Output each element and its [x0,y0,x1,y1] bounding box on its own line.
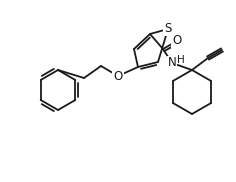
Text: N: N [168,56,176,70]
Text: S: S [164,23,172,35]
Text: O: O [172,35,182,48]
Text: O: O [113,70,123,82]
Text: H: H [177,55,185,65]
